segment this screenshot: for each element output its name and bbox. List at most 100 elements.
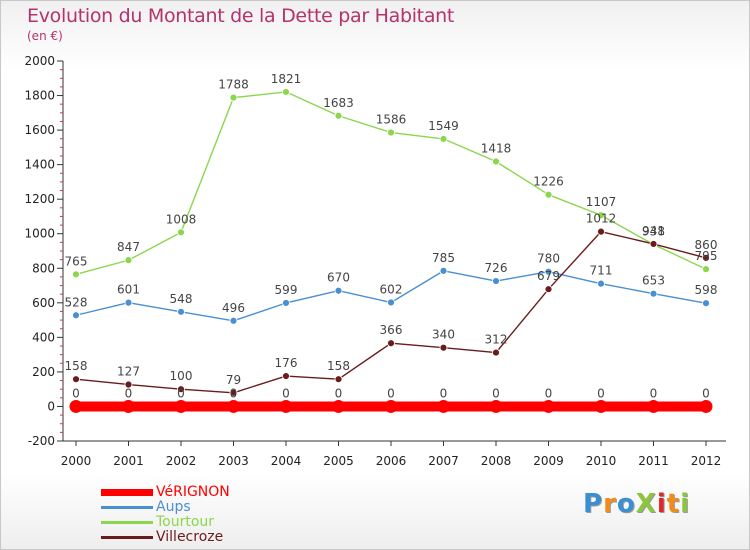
data-point bbox=[177, 385, 185, 394]
data-label: 158 bbox=[65, 359, 88, 373]
data-label: 598 bbox=[695, 283, 718, 297]
data-point bbox=[649, 240, 658, 248]
legend-swatch bbox=[101, 489, 153, 496]
data-point bbox=[489, 399, 503, 413]
data-point bbox=[544, 285, 553, 294]
data-label: 366 bbox=[380, 323, 403, 337]
data-label: 0 bbox=[177, 386, 185, 400]
x-tick-label: 2008 bbox=[481, 454, 512, 468]
data-label: 0 bbox=[702, 386, 710, 400]
legend-swatch bbox=[101, 536, 153, 539]
data-point bbox=[72, 311, 80, 320]
data-point bbox=[177, 228, 185, 237]
x-tick-label: 2007 bbox=[428, 454, 459, 468]
data-point bbox=[334, 111, 343, 120]
data-label: 0 bbox=[650, 386, 658, 400]
y-tick-label: 1600 bbox=[24, 123, 55, 137]
data-label: 1012 bbox=[586, 212, 617, 226]
chart-title: Evolution du Montant de la Dette par Hab… bbox=[27, 5, 455, 27]
data-label: 0 bbox=[597, 386, 605, 400]
data-label: 1418 bbox=[481, 142, 512, 156]
data-label: 0 bbox=[492, 386, 500, 400]
legend-label: VéRIGNON bbox=[156, 484, 230, 500]
x-tick-label: 2000 bbox=[61, 454, 92, 468]
data-point bbox=[439, 266, 448, 275]
data-point bbox=[437, 399, 450, 413]
data-label: 340 bbox=[432, 328, 455, 342]
data-point bbox=[124, 256, 133, 265]
data-label: 847 bbox=[117, 240, 140, 254]
chart-subtitle: (en €) bbox=[27, 29, 63, 43]
data-point bbox=[594, 399, 608, 413]
data-label: 0 bbox=[440, 386, 448, 400]
data-point bbox=[229, 93, 238, 102]
data-label: 860 bbox=[695, 238, 718, 252]
data-point bbox=[227, 399, 240, 413]
data-label: 0 bbox=[125, 386, 133, 400]
legend-item-aups: Aups bbox=[101, 499, 321, 515]
data-label: 726 bbox=[485, 261, 508, 275]
data-label: 795 bbox=[695, 249, 718, 263]
data-point bbox=[647, 399, 660, 413]
data-label: 653 bbox=[642, 274, 665, 288]
data-label: 599 bbox=[275, 283, 298, 297]
x-tick-label: 2002 bbox=[166, 454, 197, 468]
data-point bbox=[334, 375, 343, 384]
data-point bbox=[702, 254, 710, 262]
data-label: 0 bbox=[282, 386, 290, 400]
y-tick-label: 0 bbox=[47, 399, 55, 413]
data-point bbox=[542, 399, 555, 413]
data-label: 1788 bbox=[218, 78, 249, 92]
data-point bbox=[387, 298, 395, 307]
y-tick-label: 2000 bbox=[24, 54, 55, 68]
x-tick-label: 2006 bbox=[376, 454, 407, 468]
data-label: 79 bbox=[226, 373, 241, 387]
data-point bbox=[492, 348, 500, 357]
data-point bbox=[387, 339, 395, 348]
data-label: 1683 bbox=[323, 96, 354, 110]
legend-item-vérignon: VéRIGNON bbox=[101, 484, 321, 500]
data-label: 0 bbox=[230, 386, 238, 400]
data-point bbox=[229, 316, 238, 325]
data-label: 1008 bbox=[166, 212, 197, 226]
proxiti-logo: ProXiti bbox=[583, 489, 691, 519]
data-point bbox=[439, 343, 448, 352]
data-point bbox=[174, 399, 188, 413]
data-point bbox=[177, 307, 185, 316]
data-point bbox=[702, 265, 710, 274]
data-point bbox=[597, 227, 605, 236]
data-point bbox=[124, 298, 133, 307]
data-label: 158 bbox=[327, 359, 350, 373]
data-label: 528 bbox=[65, 295, 88, 309]
legend-item-tourtour: Tourtour bbox=[101, 514, 321, 530]
y-tick-label: 400 bbox=[32, 330, 55, 344]
data-point bbox=[229, 388, 238, 397]
data-point bbox=[544, 267, 553, 276]
y-tick-label: 600 bbox=[32, 296, 55, 310]
data-label: 312 bbox=[485, 333, 508, 347]
data-point bbox=[332, 399, 345, 413]
legend-item-villecroze: Villecroze bbox=[101, 529, 321, 545]
data-point bbox=[439, 134, 448, 143]
data-label: 127 bbox=[117, 365, 140, 379]
x-tick-label: 2011 bbox=[638, 454, 669, 468]
data-point bbox=[72, 375, 80, 384]
x-tick-label: 2005 bbox=[323, 454, 354, 468]
data-point bbox=[124, 380, 133, 389]
data-point bbox=[597, 279, 605, 288]
data-label: 780 bbox=[537, 252, 560, 266]
x-tick-label: 2004 bbox=[271, 454, 302, 468]
data-label: 711 bbox=[590, 264, 613, 278]
data-label: 670 bbox=[327, 271, 350, 285]
data-label: 785 bbox=[432, 251, 455, 265]
data-point bbox=[492, 277, 500, 285]
data-label: 1549 bbox=[428, 119, 459, 133]
data-label: 601 bbox=[117, 283, 140, 297]
data-label: 176 bbox=[275, 356, 298, 370]
y-tick-label: 1000 bbox=[24, 227, 55, 241]
y-tick-label: 1400 bbox=[24, 158, 55, 172]
data-label: 1821 bbox=[271, 72, 302, 86]
data-point bbox=[282, 299, 290, 307]
data-point bbox=[282, 88, 290, 96]
